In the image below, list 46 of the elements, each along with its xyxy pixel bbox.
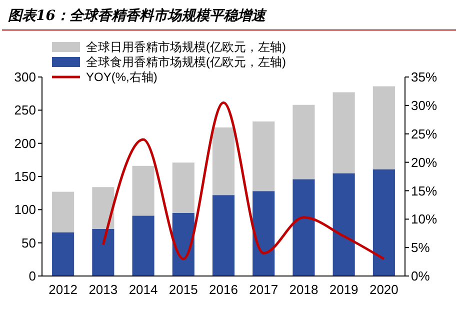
bar — [132, 216, 154, 276]
bar — [372, 86, 395, 170]
y-tick-label: 200 — [14, 136, 36, 151]
y2-tick-label: 35% — [411, 70, 438, 85]
bar — [292, 179, 315, 276]
x-tick-label: 2019 — [329, 282, 358, 297]
y2-tick-label: 10% — [411, 212, 438, 227]
x-tick-label: 2012 — [48, 282, 78, 297]
bar — [172, 162, 194, 213]
x-tick-label: 2018 — [289, 282, 318, 297]
x-tick-label: 2015 — [168, 282, 198, 297]
legend-label: 全球食用香精市场规模(亿欧元，左轴) — [86, 55, 286, 70]
bar — [332, 92, 355, 174]
x-tick-label: 2017 — [249, 282, 278, 297]
y-tick-label: 0 — [28, 268, 36, 284]
bar — [92, 187, 114, 229]
bar — [252, 191, 275, 276]
chart-title: 图表16：全球香精香料市场规模平稳增速 — [8, 7, 268, 24]
y2-tick-label: 15% — [411, 183, 438, 198]
bar — [52, 192, 74, 232]
legend-label: 全球日用香精市场规模(亿欧元，左轴) — [86, 40, 286, 54]
y-tick-label: 250 — [14, 102, 36, 118]
y2-tick-label: 0% — [411, 268, 430, 284]
y-tick-label: 150 — [14, 169, 36, 184]
y-tick-label: 100 — [14, 202, 36, 218]
bar — [132, 166, 154, 216]
bar — [212, 127, 235, 196]
bar — [212, 195, 235, 276]
x-tick-label: 2020 — [369, 282, 398, 297]
line-series — [102, 101, 386, 260]
legend-label: YOY(%,右轴) — [86, 70, 158, 84]
bar — [292, 104, 315, 180]
y2-tick-label: 25% — [411, 126, 438, 142]
x-tick-label: 2016 — [209, 282, 238, 297]
x-tick-label: 2014 — [128, 282, 158, 297]
bar — [372, 169, 395, 276]
y2-tick-label: 30% — [411, 98, 438, 113]
x-tick-label: 2013 — [88, 282, 118, 297]
y-tick-label: 50 — [22, 235, 36, 250]
y-tick-label: 300 — [14, 70, 36, 85]
bar — [52, 232, 74, 276]
y2-tick-label: 5% — [411, 240, 430, 256]
y2-tick-label: 20% — [411, 154, 438, 170]
bar — [92, 228, 114, 276]
bar — [332, 173, 355, 276]
bar — [252, 121, 275, 192]
